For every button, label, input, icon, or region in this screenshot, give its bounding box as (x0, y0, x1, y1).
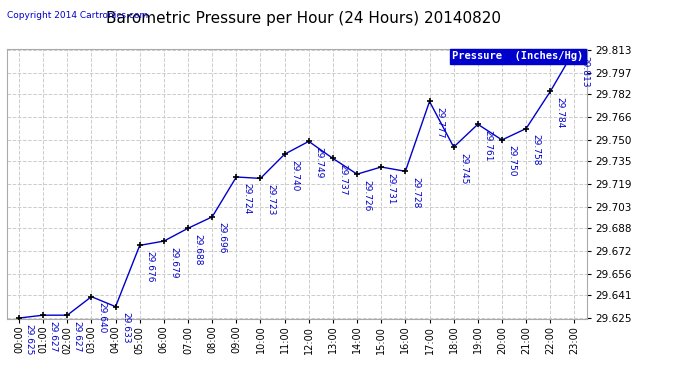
Text: 29.737: 29.737 (339, 164, 348, 195)
Text: 29.750: 29.750 (508, 146, 517, 177)
Text: 29.731: 29.731 (387, 172, 396, 204)
Text: 29.676: 29.676 (146, 251, 155, 282)
Text: 29.758: 29.758 (532, 134, 541, 166)
Text: 29.724: 29.724 (242, 183, 251, 214)
Text: 29.627: 29.627 (49, 321, 58, 352)
Text: Pressure  (Inches/Hg): Pressure (Inches/Hg) (453, 51, 584, 62)
Text: 29.688: 29.688 (194, 234, 203, 266)
Text: 29.723: 29.723 (266, 184, 275, 215)
Text: 29.679: 29.679 (170, 247, 179, 278)
Text: 29.633: 29.633 (121, 312, 130, 344)
Text: Barometric Pressure per Hour (24 Hours) 20140820: Barometric Pressure per Hour (24 Hours) … (106, 11, 501, 26)
Text: 29.627: 29.627 (73, 321, 82, 352)
Text: Copyright 2014 Cartronics.com: Copyright 2014 Cartronics.com (7, 11, 148, 20)
Text: 29.777: 29.777 (435, 107, 444, 138)
Text: 29.813: 29.813 (580, 56, 589, 87)
Text: 29.696: 29.696 (218, 222, 227, 254)
Text: 29.740: 29.740 (290, 160, 299, 191)
Text: 29.728: 29.728 (411, 177, 420, 208)
Text: 29.726: 29.726 (363, 180, 372, 211)
Text: 29.640: 29.640 (97, 302, 106, 334)
Text: 29.745: 29.745 (460, 153, 469, 184)
Text: 29.784: 29.784 (556, 97, 565, 128)
Text: 29.749: 29.749 (315, 147, 324, 178)
Text: 29.625: 29.625 (25, 324, 34, 355)
Text: 29.761: 29.761 (484, 130, 493, 161)
